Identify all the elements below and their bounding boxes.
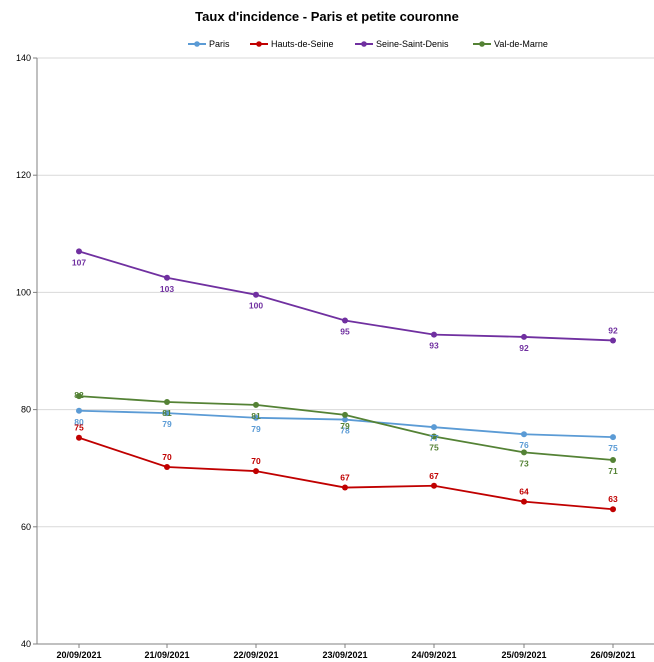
data-point xyxy=(253,401,259,408)
x-tick-label: 25/09/2021 xyxy=(501,650,546,660)
data-label: 92 xyxy=(519,343,529,353)
y-tick-label: 80 xyxy=(21,405,31,415)
data-label: 75 xyxy=(429,443,439,453)
data-point xyxy=(342,484,348,491)
data-point xyxy=(253,468,259,475)
data-label: 70 xyxy=(162,452,172,462)
data-label: 81 xyxy=(162,408,172,418)
y-tick-label: 40 xyxy=(21,639,31,649)
data-point xyxy=(76,393,82,400)
series-lines xyxy=(76,248,616,513)
data-label: 78 xyxy=(340,426,350,436)
y-tick-labels: 40 60 80 100 120 140 xyxy=(16,53,31,649)
data-label: 93 xyxy=(429,341,439,351)
data-point xyxy=(164,464,170,471)
data-label: 63 xyxy=(608,494,618,504)
data-label: 100 xyxy=(249,301,263,311)
data-label: 81 xyxy=(251,411,261,421)
data-label: 75 xyxy=(74,423,84,433)
data-label: 107 xyxy=(72,257,86,267)
data-label: 70 xyxy=(251,456,261,466)
data-point xyxy=(342,411,348,418)
legend-swatch-marker xyxy=(194,41,200,47)
data-label: 75 xyxy=(608,443,618,453)
x-tick-label: 21/09/2021 xyxy=(144,650,189,660)
x-tick-label: 20/09/2021 xyxy=(56,650,101,660)
data-label: 92 xyxy=(608,325,618,335)
data-point xyxy=(521,431,527,438)
data-point xyxy=(610,506,616,513)
data-point xyxy=(253,291,259,298)
legend-swatch-marker xyxy=(479,41,485,47)
data-label: 103 xyxy=(160,284,174,294)
data-label: 79 xyxy=(162,419,172,429)
data-label: 79 xyxy=(251,424,261,434)
data-label: 82 xyxy=(74,390,84,400)
data-point xyxy=(76,434,82,441)
y-tick-label: 140 xyxy=(16,53,31,63)
x-tick-label: 24/09/2021 xyxy=(411,650,456,660)
data-point xyxy=(610,456,616,463)
data-label: 79 xyxy=(340,421,350,431)
x-tick-label: 22/09/2021 xyxy=(233,650,278,660)
data-label: 71 xyxy=(608,466,618,476)
x-tick-labels: 20/09/2021 21/09/2021 22/09/2021 23/09/2021… xyxy=(56,650,635,660)
legend-label: Hauts-de-Seine xyxy=(271,39,334,49)
y-tick-label: 120 xyxy=(16,170,31,180)
data-label: 77 xyxy=(429,433,439,443)
data-point xyxy=(164,410,170,417)
data-label: 73 xyxy=(519,458,529,468)
chart-title: Taux d'incidence - Paris et petite couro… xyxy=(195,9,459,24)
data-point xyxy=(521,333,527,340)
y-tick-label: 100 xyxy=(16,287,31,297)
axes xyxy=(33,57,654,648)
legend-swatch-marker xyxy=(256,41,262,47)
data-point xyxy=(76,407,82,414)
data-point xyxy=(164,398,170,405)
data-point xyxy=(431,424,437,431)
x-tick-label: 23/09/2021 xyxy=(322,650,367,660)
data-point xyxy=(610,434,616,441)
x-tick-label: 26/09/2021 xyxy=(590,650,635,660)
legend-label: Seine-Saint-Denis xyxy=(376,39,449,49)
data-label: 76 xyxy=(519,440,529,450)
legend-label: Paris xyxy=(209,39,230,49)
data-point xyxy=(76,248,82,255)
data-point xyxy=(164,274,170,281)
data-point xyxy=(610,337,616,344)
data-label: 64 xyxy=(519,487,529,497)
data-point xyxy=(253,414,259,421)
data-point xyxy=(431,331,437,338)
data-point xyxy=(431,482,437,489)
data-label: 80 xyxy=(74,417,84,427)
data-label: 67 xyxy=(429,471,439,481)
gridlines xyxy=(37,57,654,645)
data-point xyxy=(342,416,348,423)
data-label: 67 xyxy=(340,473,350,483)
legend: Paris Hauts-de-Seine Seine-Saint-Denis Val-… xyxy=(188,39,548,49)
data-point xyxy=(521,449,527,456)
data-label: 95 xyxy=(340,327,350,337)
data-point xyxy=(342,317,348,324)
legend-label: Val-de-Marne xyxy=(494,39,548,49)
data-point xyxy=(431,433,437,440)
legend-swatch-marker xyxy=(361,41,367,47)
data-point xyxy=(521,498,527,505)
y-tick-label: 60 xyxy=(21,522,31,532)
